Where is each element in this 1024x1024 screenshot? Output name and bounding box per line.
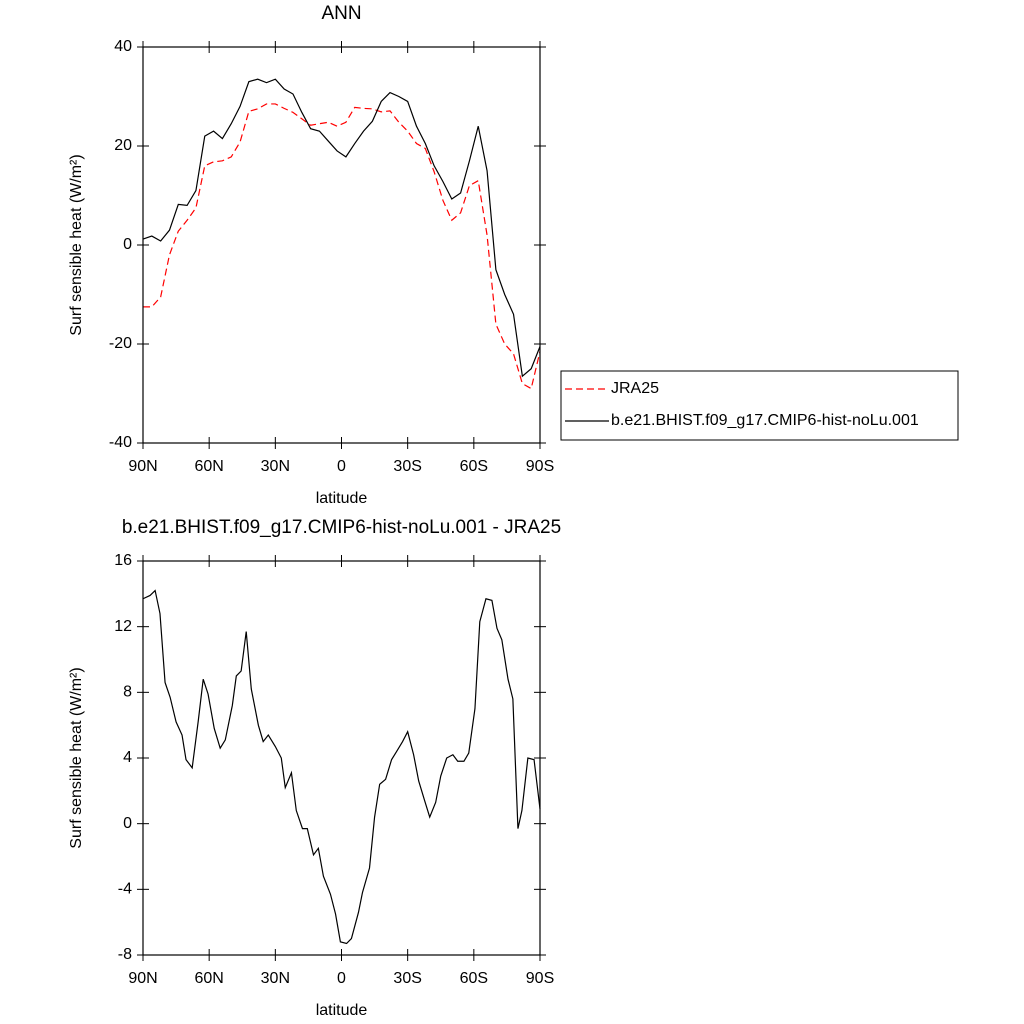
x-tick-label: 60S xyxy=(460,458,488,475)
y-tick-label: 12 xyxy=(114,618,132,635)
plot-title: ANN xyxy=(321,3,361,24)
x-tick-label: 30S xyxy=(393,970,421,987)
plot-frame xyxy=(142,560,541,956)
data-line xyxy=(143,103,541,390)
data-line xyxy=(142,78,541,378)
legend-box xyxy=(560,370,959,441)
x-axis-label: latitude xyxy=(316,1002,368,1019)
legend-label: b.e21.BHIST.f09_g17.CMIP6-hist-noLu.001 xyxy=(611,412,919,429)
plot: b.e21.BHIST.f09_g17.CMIP6-hist-noLu.001 … xyxy=(68,517,561,1019)
y-tick-label: 0 xyxy=(123,236,132,253)
y-axis-label: Surf sensible heat (W/m²) xyxy=(68,154,85,335)
y-tick-label: -20 xyxy=(109,335,132,352)
x-tick-label: 90N xyxy=(128,970,157,987)
y-tick-label: 40 xyxy=(114,38,132,55)
y-tick-label: 20 xyxy=(114,137,132,154)
x-tick-label: 30N xyxy=(261,458,290,475)
y-tick-label: -8 xyxy=(118,946,132,963)
x-tick-label: 60N xyxy=(194,458,223,475)
x-tick-label: 60N xyxy=(194,970,223,987)
y-axis-label: Surf sensible heat (W/m²) xyxy=(68,667,85,848)
y-tick-label: 8 xyxy=(123,684,132,701)
data-line xyxy=(142,589,541,945)
x-tick-label: 30S xyxy=(393,458,421,475)
legend-label: JRA25 xyxy=(611,380,659,397)
y-tick-label: -4 xyxy=(118,881,132,898)
x-tick-label: 90S xyxy=(526,458,554,475)
y-tick-label: -40 xyxy=(109,434,132,451)
y-tick-label: 16 xyxy=(114,552,132,569)
x-tick-label: 90S xyxy=(526,970,554,987)
x-tick-label: 90N xyxy=(128,458,157,475)
y-tick-label: 0 xyxy=(123,815,132,832)
x-axis-label: latitude xyxy=(316,490,368,507)
x-tick-label: 30N xyxy=(261,970,290,987)
x-tick-label: 0 xyxy=(337,970,346,987)
plot: ANN latitude Surf sensible heat (W/m²) -40 -… xyxy=(68,3,959,507)
plot-title: b.e21.BHIST.f09_g17.CMIP6-hist-noLu.001 … xyxy=(122,517,561,538)
plot-frame xyxy=(142,46,541,444)
y-tick-label: 4 xyxy=(123,749,132,766)
x-tick-label: 0 xyxy=(337,458,346,475)
x-tick-label: 60S xyxy=(460,970,488,987)
